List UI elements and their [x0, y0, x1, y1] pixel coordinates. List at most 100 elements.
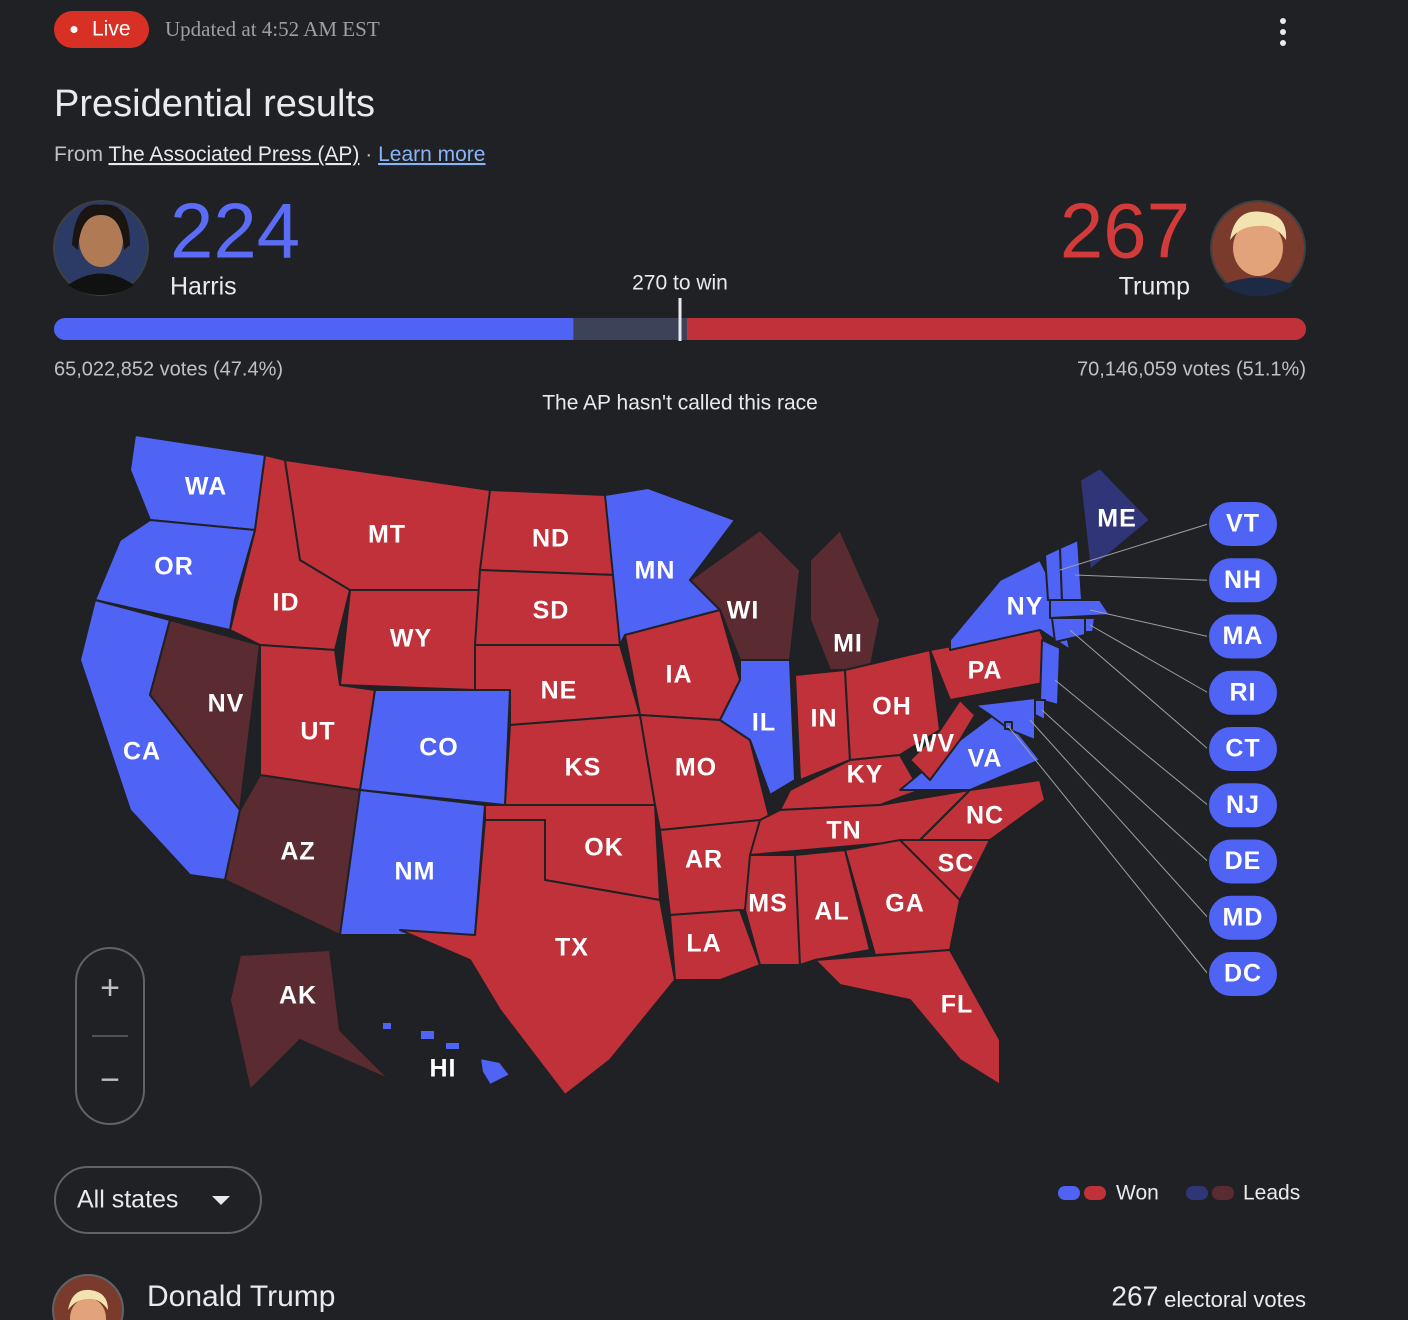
legend: Won Leads [1058, 1182, 1300, 1205]
leader-line [1029, 719, 1209, 919]
harris-popular-votes: 65,022,852 votes (47.4%) [54, 358, 283, 380]
state-label: ND [532, 525, 570, 553]
dropdown-arrow [212, 1196, 230, 1205]
source-line: From The Associated Press (AP) · Learn m… [54, 143, 485, 166]
state-label: OH [872, 693, 912, 721]
state-label: GA [885, 890, 925, 918]
state-label: MD [1223, 903, 1264, 931]
state-filter[interactable]: All states [54, 1166, 262, 1234]
leader-line [1054, 679, 1209, 806]
state-label: IA [666, 661, 693, 689]
harris-name: Harris [170, 273, 237, 301]
state-shape [844, 649, 941, 761]
state-label: DC [1224, 960, 1262, 988]
zoom-in[interactable]: + [100, 969, 120, 1007]
state-label: RI [1230, 678, 1257, 706]
trump-photo [1210, 200, 1306, 296]
state-shape [919, 779, 1046, 841]
win-threshold-label: 270 to win [632, 272, 728, 295]
state-label: NC [966, 802, 1004, 830]
filter-frame [54, 1166, 262, 1234]
state-pill [1207, 950, 1279, 998]
state-label: TX [555, 934, 589, 962]
hair [72, 204, 130, 250]
state-label: PA [968, 657, 1003, 685]
trump-bar [686, 318, 1306, 340]
separator: · [365, 143, 372, 166]
state-label: MO [675, 754, 717, 782]
leader-line [1007, 725, 1209, 975]
leader-line [1059, 523, 1209, 571]
trump-summary-row [52, 1274, 124, 1320]
shoulders [68, 273, 134, 295]
leader-line [1074, 574, 1209, 581]
state-label: WI [727, 597, 760, 625]
legend-swatch [1212, 1186, 1234, 1200]
state-label: OK [584, 834, 624, 862]
source-prefix: From [54, 143, 103, 166]
suit [1222, 277, 1294, 296]
menu-dot [1280, 29, 1286, 35]
page-title: Presidential results [54, 83, 375, 125]
state-shape [399, 819, 676, 1096]
state-shape [1049, 599, 1111, 619]
harris-bar [54, 318, 574, 340]
trump-popular-votes: 70,146,059 votes (51.1%) [1077, 358, 1306, 380]
summary-electoral-votes: 267 [1111, 1280, 1158, 1311]
leader-line [1089, 609, 1209, 637]
harris-electoral-votes: 224 [170, 187, 300, 275]
more-menu[interactable] [1280, 18, 1286, 46]
state-shape [909, 699, 976, 781]
state-shape [1059, 539, 1083, 601]
state-label: NJ [1226, 791, 1260, 819]
trump-electoral-votes: 267 [1060, 187, 1190, 275]
state-label: AR [685, 846, 723, 874]
summary-face [70, 1298, 106, 1320]
state-shape [1039, 639, 1061, 706]
summary-hair [68, 1289, 108, 1310]
state-shape [229, 949, 391, 1091]
state-pill [1207, 725, 1279, 773]
electoral-bar [54, 298, 1306, 341]
filter-label: All states [77, 1186, 178, 1214]
learn-more-link[interactable]: Learn more [378, 143, 485, 166]
state-label: VT [1226, 510, 1260, 538]
state-shape [1004, 721, 1013, 730]
race-status: The AP hasn't called this race [542, 392, 818, 415]
live-dot [70, 26, 78, 33]
state-shape [794, 849, 871, 966]
zoom-control: + − [75, 947, 145, 1125]
state-label: CA [123, 738, 161, 766]
updated-time: Updated at 4:52 AM EST [165, 17, 380, 41]
us-map: WA OR CA NV ID MT WY UT CO AZ NM ND SD NE KS OK TX MN IA MO… [79, 434, 1279, 1096]
state-label: KS [565, 754, 602, 782]
state-pill [1207, 556, 1279, 605]
state-shape [1079, 467, 1151, 571]
legend-swatch [1058, 1186, 1080, 1200]
state-pill [1207, 500, 1279, 548]
state-shape [381, 1021, 511, 1086]
state-label: AL [814, 898, 849, 926]
state-label: NV [208, 690, 245, 718]
zoom-out[interactable]: − [100, 1061, 120, 1099]
state-label: WA [185, 473, 227, 501]
state-label: NY [1007, 593, 1044, 621]
live-label: Live [92, 18, 131, 41]
state-label: CO [419, 734, 459, 762]
state-label: MT [368, 521, 406, 549]
state-label: IN [811, 705, 838, 733]
state-label: AK [279, 982, 317, 1010]
state-label: DE [1225, 847, 1262, 875]
menu-dot [1280, 18, 1286, 24]
state-label: IL [752, 709, 776, 737]
state-label: KY [847, 761, 884, 789]
trump-name: Trump [1119, 273, 1190, 301]
state-shape [814, 949, 1001, 1086]
face [1233, 220, 1283, 276]
menu-dot [1280, 40, 1286, 46]
source-link[interactable]: The Associated Press (AP) [108, 143, 359, 166]
state-shape [224, 774, 361, 936]
state-label: MI [833, 630, 863, 658]
state-label: WV [913, 730, 955, 758]
